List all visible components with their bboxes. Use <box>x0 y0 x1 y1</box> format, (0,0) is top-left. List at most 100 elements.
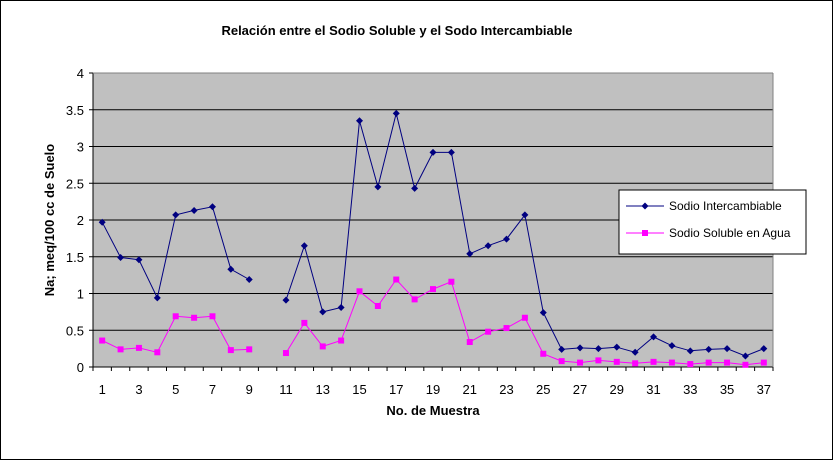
y-tick-label-6: 3 <box>77 140 84 155</box>
series-0-point-31 <box>650 333 658 341</box>
x-tick-label-21: 21 <box>463 382 477 397</box>
x-tick-label-37: 37 <box>757 382 771 397</box>
x-tick-label-25: 25 <box>536 382 550 397</box>
series-1-point-22 <box>485 328 492 335</box>
y-tick-label-0: 0 <box>77 360 84 375</box>
series-1-point-2 <box>117 346 124 353</box>
series-0-point-7 <box>208 203 216 211</box>
series-1-point-29 <box>613 358 620 365</box>
series-0-point-34 <box>705 345 713 353</box>
series-0-point-9 <box>245 276 253 284</box>
x-tick-label-27: 27 <box>573 382 587 397</box>
series-0-point-16 <box>374 183 382 191</box>
x-tick-label-13: 13 <box>315 382 329 397</box>
series-0-point-22 <box>484 242 492 250</box>
series-1-point-15 <box>356 288 363 295</box>
series-0-point-11 <box>282 296 290 304</box>
y-tick-label-2: 1 <box>77 287 84 302</box>
series-0 <box>98 109 768 360</box>
series-1-point-24 <box>521 314 528 321</box>
x-tick-label-31: 31 <box>646 382 660 397</box>
series-0-point-27 <box>576 344 584 352</box>
y-axis-title: Na; meq/100 cc de Suelo <box>42 144 57 297</box>
series-1-point-30 <box>632 360 639 367</box>
y-tick-label-1: 0.5 <box>66 323 84 338</box>
series-0-point-19 <box>429 148 437 156</box>
series-0-point-35 <box>723 345 731 353</box>
x-tick-label-9: 9 <box>246 382 253 397</box>
series-0-point-17 <box>392 109 400 117</box>
y-tick-label-4: 2 <box>77 213 84 228</box>
series-1-point-21 <box>466 339 473 346</box>
series-1-point-26 <box>558 358 565 365</box>
series-0-point-18 <box>411 184 419 192</box>
series-0-point-13 <box>319 308 327 316</box>
series-1-point-17 <box>393 276 400 283</box>
series-1-point-6 <box>191 314 198 321</box>
chart-title: Relación entre el Sodio Soluble y el Sod… <box>221 23 572 38</box>
series-0-point-12 <box>300 242 308 250</box>
series-0-point-15 <box>355 117 363 125</box>
series-0-point-32 <box>668 342 676 350</box>
series-1-point-18 <box>411 296 418 303</box>
legend-marker-sodio-intercambiable <box>641 202 649 210</box>
x-tick-label-23: 23 <box>499 382 513 397</box>
series-1-point-4 <box>154 349 161 356</box>
y-tick-label-7: 3.5 <box>66 103 84 118</box>
series-1-point-7 <box>209 313 216 320</box>
series-layer <box>98 109 768 368</box>
series-0-point-1 <box>98 218 106 226</box>
series-1-point-25 <box>540 350 547 357</box>
series-0-point-33 <box>686 347 694 355</box>
x-tick-label-3: 3 <box>135 382 142 397</box>
x-tick-labels: 1 3 5 7 9 11 13 15 17 19 21 23 25 27 29 31 33 35 37 <box>99 382 771 397</box>
x-tick-label-1: 1 <box>99 382 106 397</box>
x-tick-label-15: 15 <box>352 382 366 397</box>
x-tick-label-5: 5 <box>172 382 179 397</box>
series-1-point-23 <box>503 325 510 332</box>
series-1-point-11 <box>282 350 289 357</box>
series-0-point-21 <box>466 250 474 258</box>
series-0-point-2 <box>117 253 125 261</box>
series-0-point-8 <box>227 265 235 273</box>
x-axis-title: No. de Muestra <box>386 403 480 418</box>
series-1-point-3 <box>135 344 142 351</box>
series-1-point-27 <box>577 359 584 366</box>
series-1-point-12 <box>301 319 308 326</box>
series-0-point-24 <box>521 211 529 219</box>
x-tick-label-7: 7 <box>209 382 216 397</box>
x-tick-label-33: 33 <box>683 382 697 397</box>
series-0-point-29 <box>613 343 621 351</box>
series-0-point-37 <box>760 345 768 353</box>
series-1-point-5 <box>172 313 179 320</box>
series-0-point-36 <box>741 352 749 360</box>
series-0-point-14 <box>337 303 345 311</box>
series-1-point-34 <box>705 359 712 366</box>
y-tick-labels: 0 0.5 1 1.5 2 2.5 3 3.5 4 <box>66 66 84 375</box>
legend-box <box>618 189 807 255</box>
series-1-point-1 <box>99 337 106 344</box>
series-0-point-26 <box>558 345 566 353</box>
x-tick-label-17: 17 <box>389 382 403 397</box>
legend-label-sodio-intercambiable: Sodio Intercambiable <box>669 199 782 213</box>
series-0-point-30 <box>631 348 639 356</box>
series-1-point-14 <box>338 337 345 344</box>
series-0-point-23 <box>503 235 511 243</box>
series-1-point-20 <box>448 278 455 285</box>
x-tick-label-35: 35 <box>720 382 734 397</box>
axes <box>89 72 774 371</box>
legend: Sodio Intercambiable Sodio Soluble en Ag… <box>618 189 807 255</box>
series-1-point-35 <box>724 359 731 366</box>
legend-marker-sodio-soluble <box>642 230 648 236</box>
y-tick-label-5: 2.5 <box>66 176 84 191</box>
series-0-point-6 <box>190 206 198 214</box>
x-tick-label-19: 19 <box>426 382 440 397</box>
legend-label-sodio-soluble: Sodio Soluble en Agua <box>669 226 791 240</box>
x-tick-label-11: 11 <box>279 382 293 397</box>
y-tick-label-8: 4 <box>77 66 84 81</box>
series-1-point-32 <box>668 359 675 366</box>
series-1-point-31 <box>650 358 657 365</box>
series-1 <box>99 276 767 368</box>
series-1-point-36 <box>742 361 749 368</box>
